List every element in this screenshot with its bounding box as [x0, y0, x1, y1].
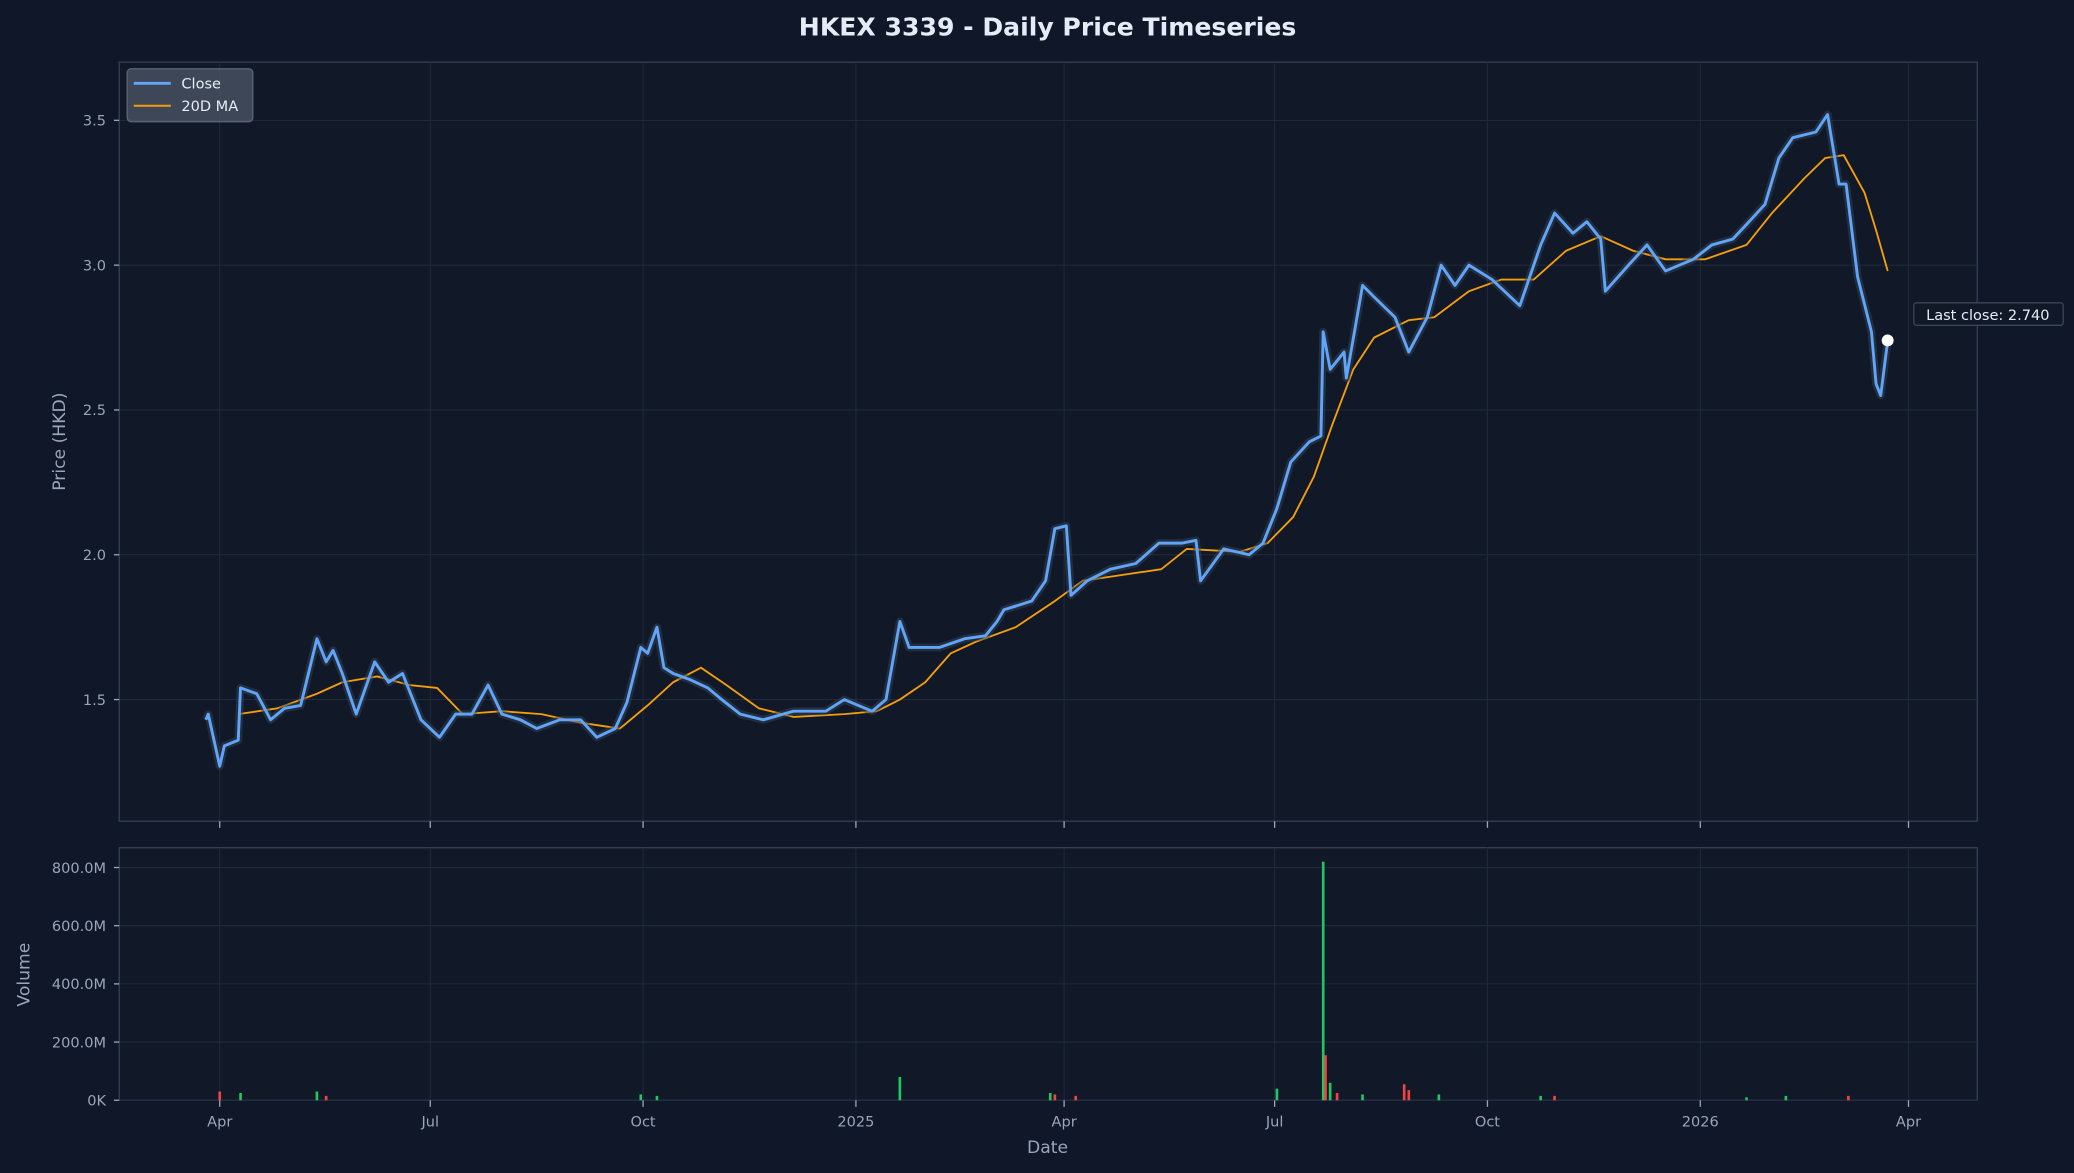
volume-bar	[218, 1091, 222, 1101]
legend: Close 20D MA	[126, 68, 254, 123]
volume-bar	[1324, 1055, 1327, 1101]
volume-tick-label: 400.0M	[52, 977, 106, 993]
volume-tick-label: 600.0M	[52, 919, 106, 935]
volume-tick-label: 0K	[87, 1094, 106, 1110]
legend-close-label: Close	[181, 77, 221, 93]
price-tick-label: 1.5	[83, 693, 106, 709]
volume-bar	[639, 1094, 643, 1101]
gridlines	[119, 62, 1978, 1101]
chart-title: HKEX 3339 - Daily Price Timeseries	[799, 13, 1297, 42]
volume-bar	[1361, 1094, 1364, 1101]
price-tick-label: 3.0	[83, 258, 106, 274]
ma-20d-line	[238, 154, 1889, 730]
x-tick-label: Oct	[631, 1115, 656, 1131]
volume-bar	[1275, 1088, 1279, 1101]
volume-bar	[1745, 1097, 1748, 1101]
x-tick-label: Oct	[1475, 1115, 1500, 1131]
volume-bar	[315, 1091, 319, 1101]
volume-bar	[655, 1095, 659, 1101]
volume-bar	[1539, 1095, 1542, 1101]
legend-ma-label: 20D MA	[181, 99, 238, 115]
volume-bars	[218, 861, 1850, 1101]
x-tick-label: 2025	[837, 1115, 874, 1131]
volume-bar	[239, 1092, 242, 1101]
volume-bar	[898, 1076, 902, 1101]
volume-bar	[1053, 1094, 1057, 1101]
volume-bar	[1074, 1095, 1077, 1101]
volume-bar	[1784, 1095, 1788, 1101]
x-tick-label: Apr	[1896, 1115, 1921, 1131]
last-close-label: Last close: 2.740	[1926, 308, 2049, 324]
x-tick-label: Apr	[207, 1115, 232, 1131]
volume-bar	[1437, 1094, 1441, 1101]
volume-tick-label: 800.0M	[52, 861, 106, 877]
x-tick-label: Apr	[1052, 1115, 1077, 1131]
price-y-label: Price (HKD)	[50, 393, 70, 491]
x-tick-label: Jul	[420, 1115, 439, 1131]
x-tick-label: 2026	[1682, 1115, 1719, 1131]
last-close-marker	[1881, 334, 1894, 347]
last-close-annotation: Last close: 2.740	[1881, 302, 2064, 347]
volume-bar	[1407, 1090, 1411, 1101]
price-panel	[118, 61, 1978, 822]
volume-bar	[1553, 1095, 1556, 1101]
price-tick-label: 3.5	[83, 114, 106, 130]
close-price-line	[204, 113, 1890, 768]
volume-bar	[1847, 1095, 1850, 1101]
price-tick-label: 2.0	[83, 548, 106, 564]
volume-y-label: Volume	[14, 943, 34, 1007]
volume-bar	[324, 1095, 328, 1101]
volume-bar	[1321, 861, 1325, 1101]
x-tick-label: Jul	[1265, 1115, 1284, 1131]
volume-bar	[1048, 1092, 1052, 1101]
volume-bar	[1335, 1092, 1339, 1101]
volume-panel	[118, 847, 1978, 1101]
volume-tick-label: 200.0M	[52, 1035, 106, 1051]
volume-bar	[1328, 1082, 1332, 1101]
volume-bar	[1402, 1084, 1406, 1101]
price-tick-label: 2.5	[83, 403, 106, 419]
x-axis-label: Date	[1027, 1138, 1068, 1158]
